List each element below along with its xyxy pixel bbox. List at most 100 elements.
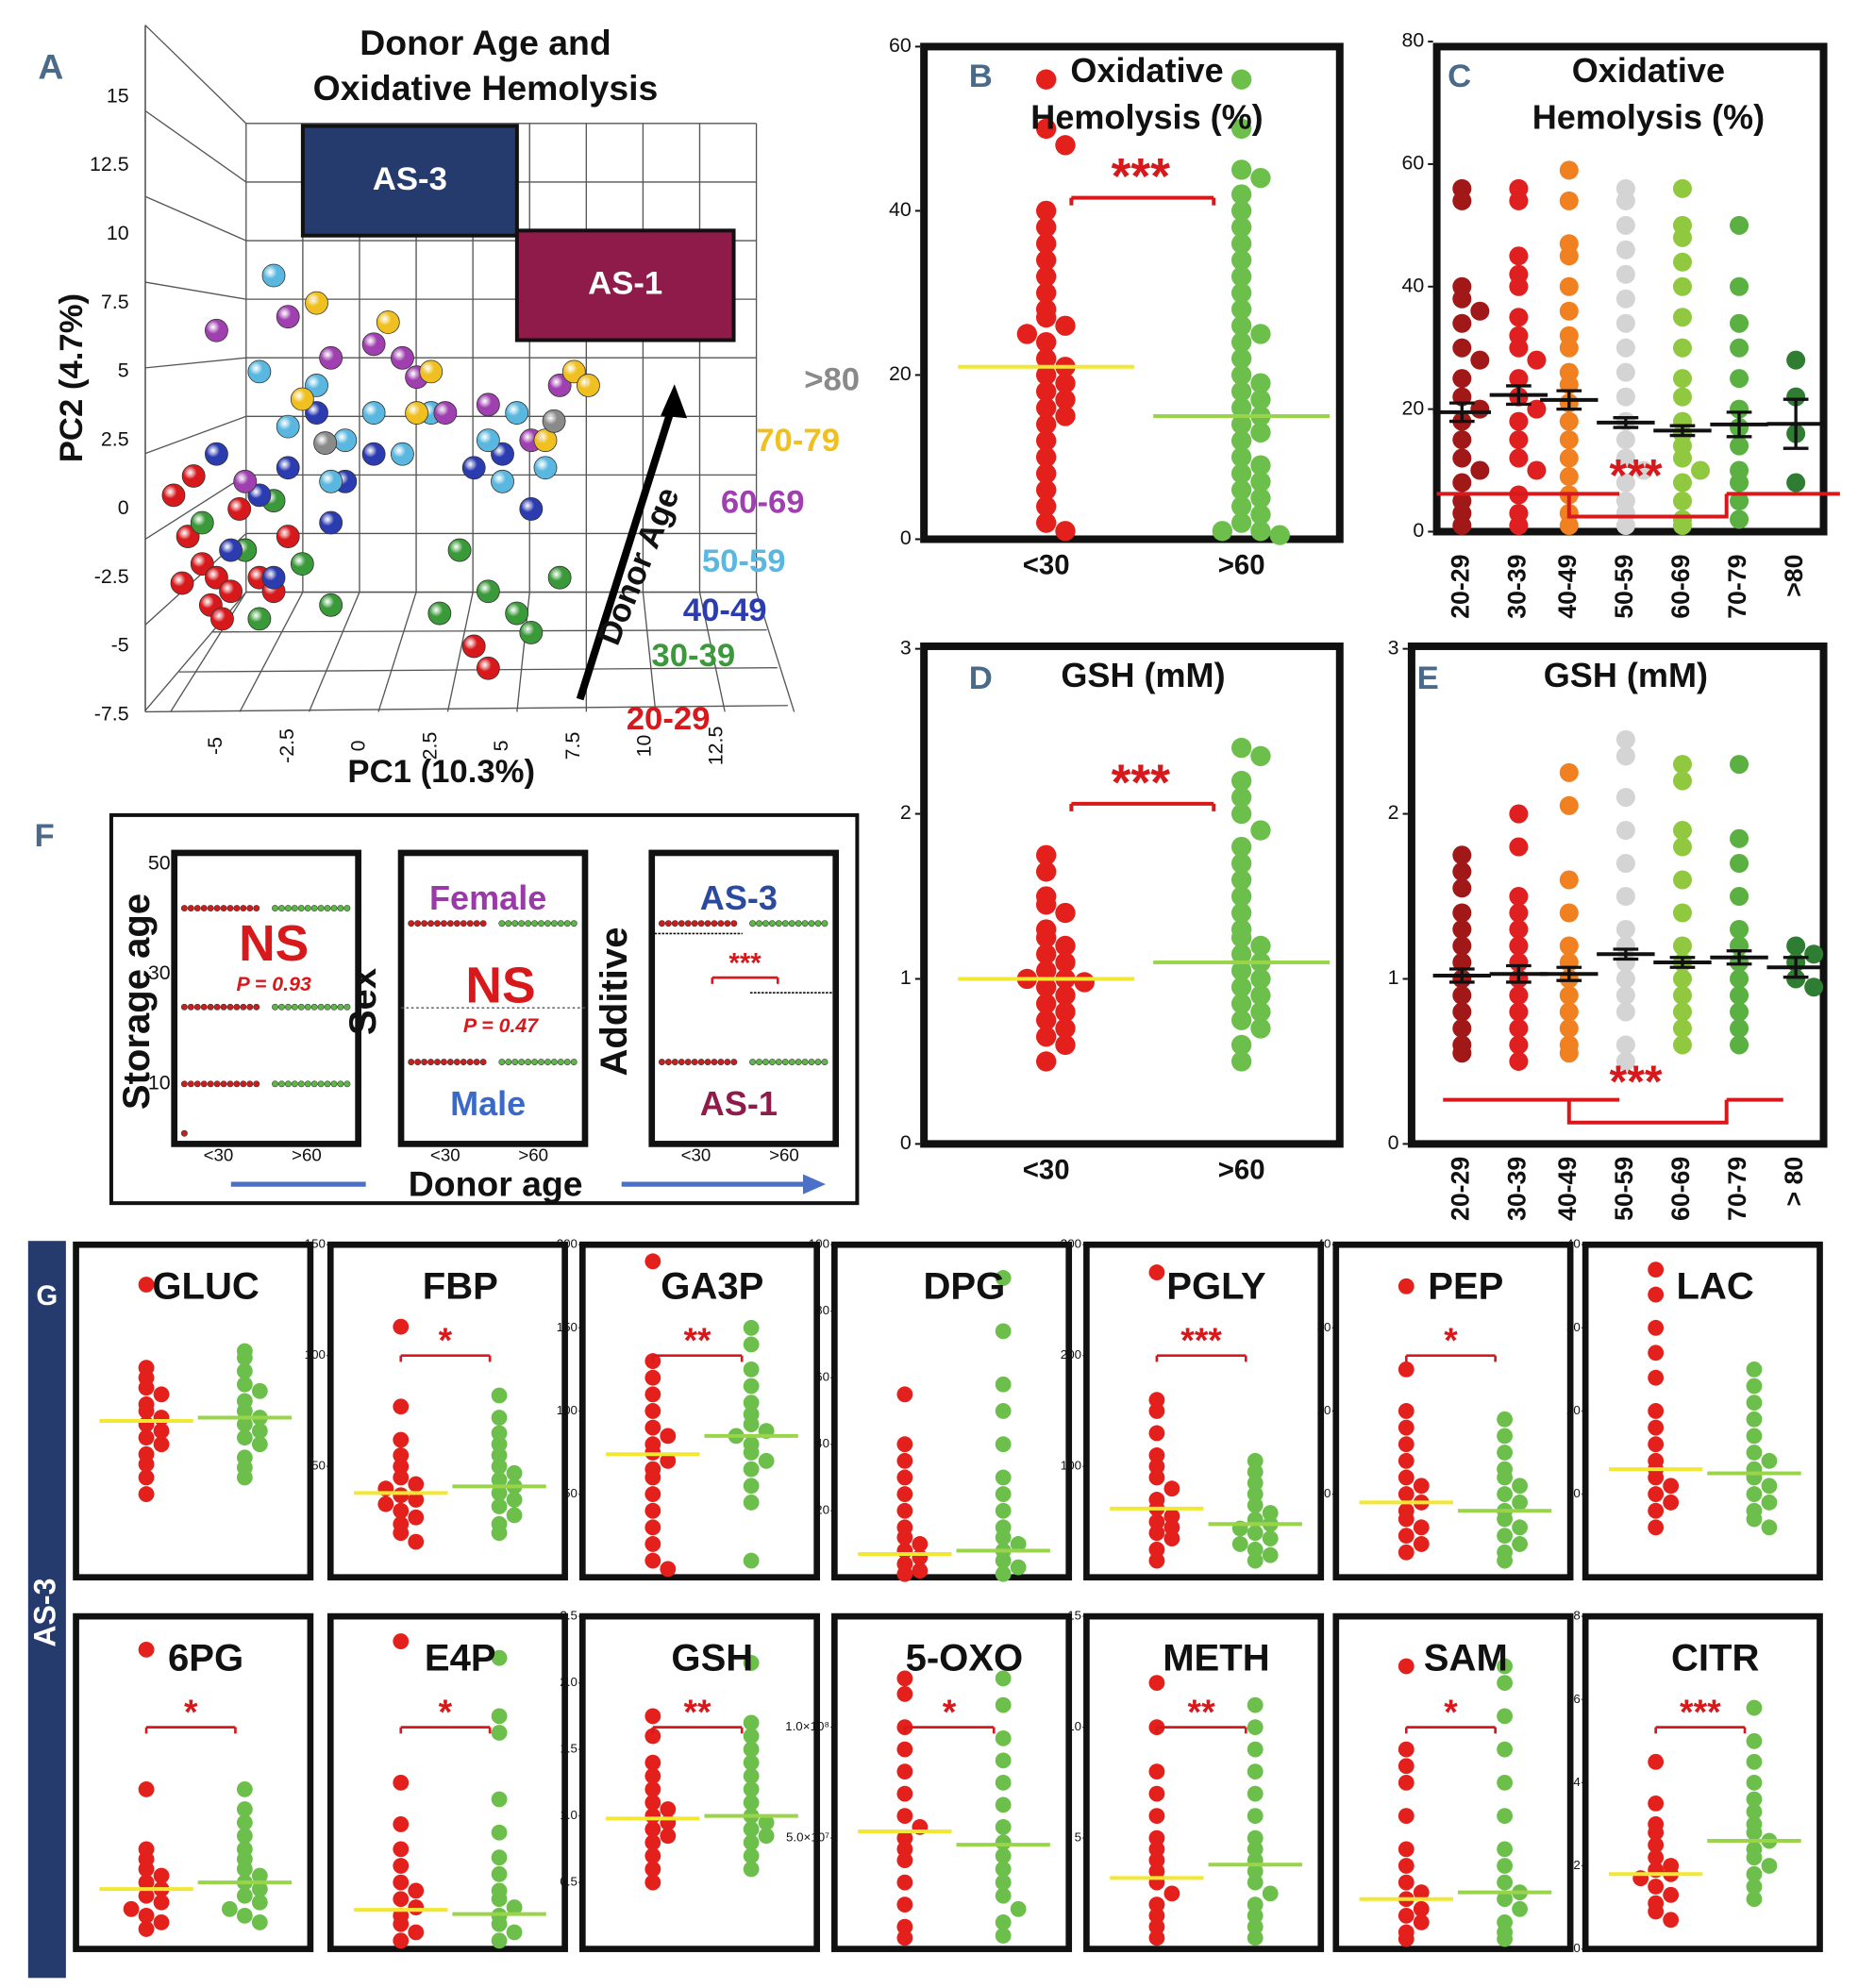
dot: [678, 1059, 685, 1066]
storage-box: [300, 124, 519, 238]
dot: [1230, 233, 1252, 254]
error-bar: [1669, 956, 1696, 969]
dot: [1648, 1369, 1665, 1386]
dot: [511, 920, 519, 927]
dot: [743, 1741, 760, 1758]
dot: [498, 920, 506, 927]
significance: **: [683, 1692, 711, 1731]
y-tick-label: 30: [148, 961, 171, 984]
dot: [236, 1801, 253, 1817]
dot: [138, 1429, 155, 1446]
dot: [1512, 1519, 1528, 1536]
plot-frame: [73, 1612, 314, 1952]
dot: [896, 1763, 913, 1780]
y-tick-label: 60: [889, 34, 912, 57]
x-tick-label: 70-79: [1723, 1157, 1751, 1221]
sphere: [427, 601, 452, 626]
dot: [644, 1519, 661, 1536]
dot: [1497, 1858, 1514, 1874]
dot: [236, 1349, 253, 1366]
dot: [1230, 479, 1252, 500]
metabolite-name: 5-OXO: [906, 1637, 1024, 1679]
dot: [1452, 313, 1472, 333]
dot: [1672, 771, 1692, 791]
y-tick-label: 100: [557, 1403, 577, 1417]
dot: [1509, 246, 1529, 266]
plot-frame: [73, 1241, 314, 1581]
dot: [393, 1858, 410, 1874]
dot: [557, 920, 564, 927]
dot: [711, 1059, 718, 1066]
dot: [1398, 1469, 1414, 1486]
dot: [912, 1536, 929, 1552]
plot-frame: [578, 1241, 821, 1581]
dot: [730, 920, 738, 927]
dot: [1559, 338, 1579, 358]
legend-label: >80: [804, 362, 860, 398]
y-tick-label: 15: [107, 84, 129, 107]
dot: [1452, 1044, 1472, 1063]
dot: [304, 1003, 311, 1011]
sphere: [233, 469, 258, 493]
legend-label: 30-39: [651, 638, 735, 674]
dot: [491, 1891, 508, 1908]
dot: [343, 1080, 351, 1088]
y-tick-label: 40: [889, 198, 912, 221]
sphere: [461, 456, 486, 480]
dot: [1230, 331, 1252, 353]
y-tick-label: 50: [311, 1459, 326, 1473]
title: Oxidative: [1572, 51, 1725, 90]
dot: [995, 1928, 1012, 1944]
dot: [896, 1685, 913, 1702]
dot: [671, 1059, 678, 1066]
dot: [1672, 252, 1692, 272]
row-label: AS-1: [700, 1084, 778, 1123]
dot: [1413, 1884, 1430, 1901]
dot: [393, 1816, 410, 1832]
dot: [644, 1754, 661, 1771]
dot: [236, 1814, 253, 1831]
dot: [896, 1852, 913, 1869]
dot: [1250, 504, 1271, 526]
dot: [1452, 515, 1472, 535]
dot: [187, 905, 194, 912]
dot: [1615, 191, 1635, 210]
dot: [1690, 460, 1711, 480]
dot: [1559, 448, 1579, 468]
subplot-frame: [397, 849, 589, 1147]
dot: [1055, 373, 1076, 393]
significance: ***: [1112, 755, 1171, 810]
dot: [1035, 397, 1057, 418]
dot: [1230, 364, 1252, 386]
dot: [644, 1552, 661, 1569]
dot: [1413, 1913, 1430, 1930]
sphere: [461, 634, 486, 659]
dot: [1230, 266, 1252, 287]
dot: [743, 1494, 760, 1511]
significance: ***: [1112, 149, 1171, 205]
x-axis-label: PC1 (10.3%): [347, 754, 535, 790]
y-tick-label: 2: [1388, 801, 1399, 824]
dot: [762, 1059, 769, 1066]
dot: [1269, 525, 1290, 545]
dot: [1648, 1903, 1665, 1920]
dot: [743, 1714, 760, 1731]
grid-wall: [144, 592, 247, 711]
dot: [781, 1059, 789, 1066]
dot: [1730, 436, 1749, 456]
dot: [473, 1059, 480, 1066]
sphere: [247, 483, 272, 508]
error-bar: [1783, 956, 1809, 979]
dot: [200, 1080, 208, 1088]
title: GSH (mM): [1544, 656, 1708, 694]
dot: [414, 1059, 422, 1066]
dot: [995, 1469, 1012, 1486]
dot: [1509, 308, 1529, 327]
dot: [207, 905, 214, 912]
sphere: [447, 538, 472, 562]
dot: [743, 1378, 760, 1395]
dot: [1148, 1513, 1165, 1530]
dot: [1559, 903, 1579, 923]
dot: [518, 920, 526, 927]
